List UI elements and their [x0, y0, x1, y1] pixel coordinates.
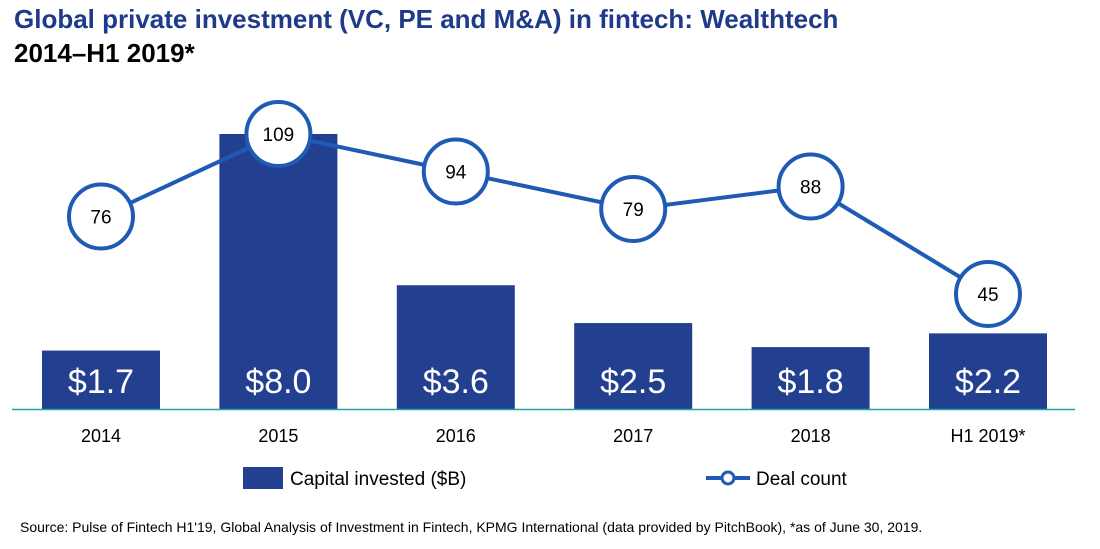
x-tick-label: H1 2019*	[950, 426, 1025, 446]
capital-bar	[219, 134, 338, 409]
x-tick-label: 2014	[81, 426, 121, 446]
capital-value-label: $1.8	[778, 363, 844, 401]
deal-count-label: 88	[800, 178, 821, 199]
deal-count-point	[244, 100, 313, 168]
deal-count-point	[421, 137, 490, 206]
deal-count-point	[954, 260, 1022, 328]
capital-value-label: $3.6	[423, 363, 489, 401]
x-tick-label: 2017	[613, 426, 653, 446]
deal-count-label: 45	[977, 285, 998, 306]
x-tick-label: 2015	[258, 426, 298, 446]
deal-count-point	[599, 175, 668, 243]
deal-count-point	[776, 152, 845, 221]
capital-bar	[574, 323, 693, 409]
deal-count-label: 109	[263, 125, 295, 146]
deal-count-label: 79	[623, 200, 644, 221]
x-tick-label: 2016	[436, 426, 476, 446]
chart-title: Global private investment (VC, PE and M&…	[14, 4, 839, 34]
deal-count-label: 76	[90, 208, 111, 229]
x-tick-label: 2018	[791, 426, 831, 446]
capital-bar	[929, 333, 1047, 409]
source-note: Source: Pulse of Fintech H1'19, Global A…	[20, 519, 923, 535]
legend-line-label: Deal count	[756, 469, 848, 490]
chart-subtitle: 2014–H1 2019*	[14, 38, 195, 68]
legend-line-marker	[720, 470, 736, 486]
capital-bar	[751, 347, 870, 409]
capital-value-label: $2.5	[600, 363, 666, 401]
capital-value-label: $2.2	[955, 363, 1021, 401]
capital-bar	[42, 350, 160, 409]
legend-bar-swatch	[243, 467, 283, 489]
deal-count-label: 94	[445, 163, 467, 184]
capital-bar	[396, 285, 515, 409]
capital-value-label: $8.0	[245, 363, 311, 401]
capital-value-label: $1.7	[68, 363, 134, 401]
legend-bar-label: Capital invested ($B)	[290, 469, 466, 490]
deal-count-point	[67, 182, 135, 251]
